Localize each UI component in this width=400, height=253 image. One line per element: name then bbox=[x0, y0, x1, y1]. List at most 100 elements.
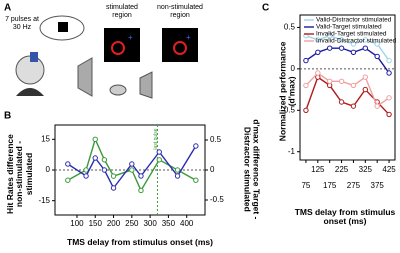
x-tick-label: 125 bbox=[311, 165, 325, 174]
data-point bbox=[338, 78, 345, 84]
data-point bbox=[350, 103, 357, 109]
stimulus-screen bbox=[162, 28, 198, 62]
x-tick-label: 175 bbox=[323, 181, 337, 190]
panel-label: C bbox=[262, 3, 269, 14]
target-circle bbox=[173, 41, 187, 55]
mini-screen bbox=[58, 22, 68, 32]
data-point bbox=[83, 167, 89, 173]
y-tick-label: -1 bbox=[288, 147, 296, 156]
data-point bbox=[362, 86, 369, 93]
x-tick-label: 250 bbox=[125, 219, 139, 228]
data-point bbox=[362, 45, 369, 51]
series-line bbox=[67, 145, 197, 190]
data-point bbox=[92, 155, 98, 161]
tms-coil bbox=[30, 52, 38, 62]
hand bbox=[109, 84, 127, 96]
x-tick-label: 275 bbox=[347, 181, 361, 190]
data-point bbox=[303, 57, 309, 64]
data-point bbox=[386, 70, 392, 76]
data-point bbox=[65, 177, 71, 183]
region-label: non-stimulated region bbox=[157, 4, 203, 19]
data-point bbox=[326, 33, 333, 39]
data-point bbox=[315, 49, 321, 55]
y-tick-label: 15 bbox=[41, 134, 50, 143]
panel-label: B bbox=[4, 111, 11, 122]
data-point bbox=[174, 173, 181, 179]
data-point bbox=[315, 70, 321, 76]
region-label: stimulated region bbox=[106, 4, 138, 19]
data-point bbox=[129, 167, 135, 173]
data-point bbox=[338, 37, 345, 43]
data-point bbox=[386, 111, 392, 118]
data-point bbox=[156, 157, 162, 163]
data-point bbox=[156, 149, 162, 155]
data-point bbox=[315, 37, 321, 43]
data-point bbox=[350, 49, 357, 55]
data-point bbox=[65, 161, 71, 167]
plot-frame bbox=[299, 14, 396, 161]
x-tick-label: 300 bbox=[143, 219, 157, 228]
x-tick-label: 75 bbox=[301, 181, 310, 190]
panel-label: A bbox=[4, 3, 11, 14]
x-tick-label: 400 bbox=[180, 219, 194, 228]
data-point bbox=[101, 167, 108, 173]
x-tick-label: 150 bbox=[89, 219, 103, 228]
data-point bbox=[386, 57, 392, 64]
y2-tick-label: 0.5 bbox=[210, 135, 222, 144]
pulse-text: 7 pulses at 30 Hz bbox=[5, 16, 39, 31]
legend-label: Invalid-Distractor stimulated bbox=[316, 38, 397, 45]
x-tick-label: 225 bbox=[335, 165, 349, 174]
data-point bbox=[374, 41, 380, 47]
y-axis-label: Normalized performance (d'max) bbox=[277, 41, 297, 142]
y-tick-label: -0.5 bbox=[281, 105, 295, 114]
legend-label: Valid-Target stimulated bbox=[316, 24, 382, 31]
data-point bbox=[338, 45, 345, 51]
legend-label: Valid-Distractor stimulated bbox=[316, 17, 392, 24]
y-tick-label: 0.5 bbox=[284, 23, 296, 32]
data-point bbox=[129, 161, 135, 167]
fixation: + bbox=[128, 33, 133, 42]
annotation: last pulse bbox=[153, 128, 159, 149]
legend-label: Invalid-Target stimulated bbox=[316, 31, 387, 38]
data-point bbox=[138, 187, 144, 194]
y-tick-label: -15 bbox=[38, 196, 50, 205]
x-tick-label: 425 bbox=[382, 165, 396, 174]
monitor bbox=[77, 57, 93, 97]
y2-axis-label: d'max difference Target - Distractor sti… bbox=[242, 119, 262, 220]
data-point bbox=[110, 185, 117, 191]
y2-tick-label: -0.5 bbox=[210, 195, 224, 204]
data-point bbox=[326, 78, 333, 84]
data-point bbox=[374, 53, 380, 60]
data-point bbox=[386, 95, 392, 101]
y-tick-label: 0 bbox=[46, 165, 51, 174]
data-point bbox=[326, 45, 333, 51]
x-axis-label: TMS delay from stimulus onset (ms) bbox=[294, 207, 396, 227]
data-point bbox=[101, 157, 108, 163]
y2-tick-label: 0 bbox=[210, 165, 215, 174]
fixation: + bbox=[186, 33, 191, 42]
x-tick-label: 350 bbox=[162, 219, 176, 228]
stimulus-screen bbox=[104, 28, 140, 62]
y-tick-label: 0 bbox=[291, 64, 296, 73]
data-point bbox=[303, 107, 309, 113]
data-point bbox=[193, 177, 199, 183]
data-point bbox=[193, 143, 199, 149]
data-point bbox=[374, 103, 380, 109]
data-point bbox=[138, 173, 144, 179]
data-point bbox=[303, 82, 309, 89]
x-tick-label: 375 bbox=[371, 181, 385, 190]
data-point bbox=[174, 167, 181, 173]
data-point bbox=[83, 173, 89, 179]
target-circle bbox=[111, 41, 125, 55]
diagram: + + bbox=[15, 15, 198, 99]
data-point bbox=[110, 173, 117, 179]
body bbox=[16, 88, 44, 96]
x-tick-label: 100 bbox=[70, 219, 84, 228]
data-point bbox=[362, 37, 369, 43]
data-point bbox=[350, 41, 357, 47]
x-axis-label: TMS delay from stimulus onset (ms) bbox=[67, 237, 213, 247]
x-tick-label: 200 bbox=[107, 219, 121, 228]
data-point bbox=[92, 136, 98, 143]
